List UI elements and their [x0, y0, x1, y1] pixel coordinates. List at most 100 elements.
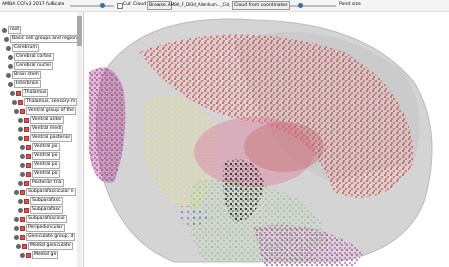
toggle[interactable] [10, 91, 15, 96]
color-swatch[interactable] [24, 136, 29, 141]
tree-label[interactable]: Posterior tria [30, 179, 64, 187]
tree-row[interactable]: Ventral po [20, 170, 60, 178]
toggle[interactable] [14, 109, 19, 114]
tree-row[interactable]: Medial geniculate [16, 242, 73, 250]
tree-label[interactable]: Cerebrum [12, 44, 39, 52]
color-swatch[interactable] [20, 226, 25, 231]
tree-row[interactable]: Cerebral cortex [8, 53, 54, 61]
tree-row[interactable]: Subparafascicular n [14, 188, 76, 196]
toggle[interactable] [20, 253, 25, 258]
toggle[interactable] [18, 127, 23, 132]
tree-label[interactable]: Subparafasc [30, 206, 63, 214]
color-swatch[interactable] [26, 154, 31, 159]
toggle[interactable] [14, 190, 19, 195]
scrollbar[interactable] [77, 12, 82, 267]
color-swatch[interactable] [26, 172, 31, 177]
color-swatch[interactable] [24, 118, 29, 123]
toggle[interactable] [14, 226, 19, 231]
tree-label[interactable]: Cerebral cortex [14, 53, 54, 61]
tree-row[interactable]: Subparafasc [18, 197, 63, 205]
tree-row[interactable]: Medial ge [20, 251, 58, 259]
tree-row[interactable]: Ventral posterior [18, 134, 72, 142]
tree-row[interactable]: Ventral po [20, 143, 60, 151]
tree-label[interactable]: Subparafasc [30, 197, 63, 205]
tree-label[interactable]: Subparafascicular n [26, 188, 76, 196]
tree-row[interactable]: Cerebral nuclei [8, 62, 53, 70]
tree-row[interactable]: Brain stem [6, 71, 41, 79]
tree-row[interactable]: Ventral group of the [14, 107, 76, 115]
toggle[interactable] [8, 82, 13, 87]
toggle[interactable] [18, 199, 23, 204]
tree-row[interactable]: Cerebrum [6, 44, 39, 52]
color-swatch[interactable] [24, 181, 29, 186]
color-swatch[interactable] [26, 253, 31, 258]
tree-label[interactable]: Interbrain [14, 80, 41, 88]
color-swatch[interactable] [16, 91, 21, 96]
tree-row[interactable]: Posterior tria [18, 179, 64, 187]
tree-row[interactable]: Ventral po [20, 161, 60, 169]
toggle[interactable] [20, 172, 25, 177]
toggle[interactable] [14, 217, 19, 222]
color-swatch[interactable] [18, 100, 23, 105]
tree-label[interactable]: Thalamus, sensory-m [24, 98, 77, 106]
color-swatch[interactable] [22, 244, 27, 249]
color-swatch[interactable] [26, 145, 31, 150]
toggle[interactable] [18, 136, 23, 141]
toggle[interactable] [2, 28, 7, 33]
tree-row[interactable]: Basic cell groups and regions [4, 35, 81, 43]
toggle[interactable] [18, 118, 23, 123]
tree-row[interactable]: Peripeduncular [14, 224, 65, 232]
color-swatch[interactable] [24, 127, 29, 132]
toggle[interactable] [20, 154, 25, 159]
tree-label[interactable]: Ventral medi [30, 125, 63, 133]
toggle[interactable] [4, 37, 9, 42]
tree-label[interactable]: Peripeduncular [26, 224, 65, 232]
tree-label[interactable]: Thalamus [22, 89, 48, 97]
tree-label[interactable]: Medial geniculate [28, 242, 73, 250]
tree-row[interactable]: Geniculate group, d [14, 233, 75, 241]
point-size-slider[interactable] [290, 5, 336, 7]
toggle[interactable] [18, 208, 23, 213]
color-swatch[interactable] [20, 190, 25, 195]
tree-row[interactable]: Thalamus [10, 89, 48, 97]
tree-row[interactable]: Ventral anter [18, 116, 64, 124]
tree-label[interactable]: Ventral po [32, 170, 60, 178]
tree-label[interactable]: Brain stem [12, 71, 41, 79]
toggle[interactable] [6, 46, 11, 51]
tree-row[interactable]: Subparafascicul [14, 215, 67, 223]
tree-label[interactable]: Ventral po [32, 152, 60, 160]
tree-label[interactable]: Ventral group of the [26, 107, 76, 115]
coords-button[interactable]: Cloud from coordinates [232, 1, 290, 10]
tree-label[interactable]: Ventral po [32, 143, 60, 151]
toggle[interactable] [12, 100, 17, 105]
toggle[interactable] [14, 235, 19, 240]
tree-label[interactable]: Ventral po [32, 161, 60, 169]
toggle[interactable] [16, 244, 21, 249]
tree-label[interactable]: Medial ge [32, 251, 58, 259]
color-swatch[interactable] [20, 109, 25, 114]
toggle[interactable] [18, 181, 23, 186]
tree-row[interactable]: Thalamus, sensory-m [12, 98, 77, 106]
color-swatch[interactable] [24, 208, 29, 213]
toggle[interactable] [20, 163, 25, 168]
tree-label[interactable]: root [8, 26, 21, 34]
brain-view[interactable] [84, 12, 449, 267]
toggle[interactable] [6, 73, 11, 78]
tree-label[interactable]: Basic cell groups and regions [10, 35, 81, 43]
color-swatch[interactable] [20, 217, 25, 222]
tree-row[interactable]: Subparafasc [18, 206, 63, 214]
tree-label[interactable]: Ventral anter [30, 116, 64, 124]
tree-row[interactable]: root [2, 26, 21, 34]
tree-label[interactable]: Cerebral nuclei [14, 62, 53, 70]
color-swatch[interactable] [26, 163, 31, 168]
scale-slider[interactable] [70, 5, 114, 7]
toggle[interactable] [8, 64, 13, 69]
color-swatch[interactable] [24, 199, 29, 204]
tree-label[interactable]: Geniculate group, d [26, 233, 75, 241]
toggle[interactable] [20, 145, 25, 150]
tree-label[interactable]: Subparafascicul [26, 215, 67, 223]
tree-row[interactable]: Ventral medi [18, 125, 63, 133]
color-swatch[interactable] [20, 235, 25, 240]
tree-row[interactable]: Ventral po [20, 152, 60, 160]
tree-label[interactable]: Ventral posterior [30, 134, 72, 142]
